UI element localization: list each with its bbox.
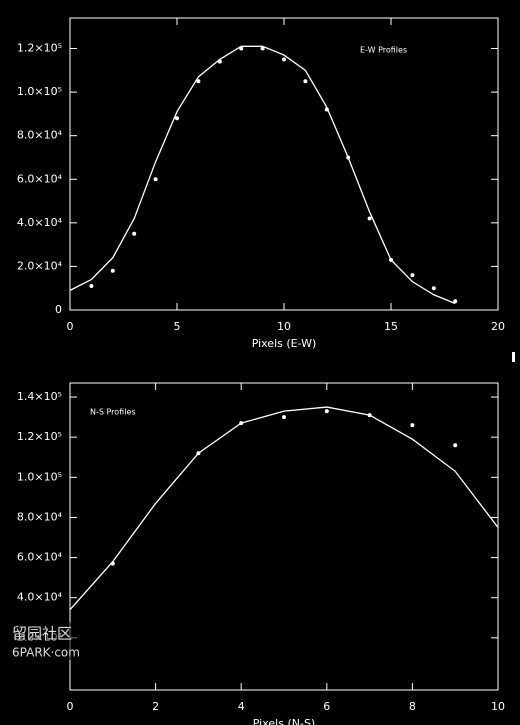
data-point	[89, 284, 94, 289]
x-tick-label: 2	[152, 700, 159, 713]
data-point	[431, 286, 436, 291]
watermark: 6PARK·com	[12, 646, 80, 660]
data-point	[324, 107, 329, 112]
y-tick-label: 1.4×10⁵	[17, 390, 62, 403]
y-tick-label: 6.0×10⁴	[17, 551, 63, 564]
data-point	[303, 79, 308, 84]
plot-frame	[69, 382, 499, 691]
annotation: E-W Profiles	[360, 46, 407, 55]
data-point	[217, 59, 222, 64]
y-tick-label: 6.0×10⁴	[17, 172, 63, 185]
y-tick-label: 2.0×10⁴	[17, 259, 63, 272]
data-point	[453, 299, 458, 304]
x-tick-label: 4	[238, 700, 245, 713]
x-tick-label: 20	[491, 320, 505, 333]
y-tick-label: 1.2×10⁵	[17, 430, 62, 443]
data-point	[324, 409, 329, 414]
x-tick-label: 6	[323, 700, 330, 713]
x-tick-label: 5	[174, 320, 181, 333]
data-point	[110, 561, 115, 566]
data-point	[282, 57, 286, 62]
data-point	[239, 421, 244, 426]
y-tick-label: 1.2×10⁵	[17, 42, 62, 55]
y-tick-label: 1.0×10⁵	[17, 85, 62, 98]
watermark-bg	[8, 622, 98, 660]
data-point	[110, 268, 115, 273]
y-tick-label: 4.0×10⁴	[17, 591, 63, 604]
y-tick-label: 4.0×10⁴	[17, 216, 63, 229]
y-tick-label: 1.0×10⁵	[17, 470, 62, 483]
data-point	[367, 413, 372, 418]
x-tick-label: 15	[384, 320, 398, 333]
data-point	[196, 79, 201, 84]
x-tick-label: 8	[409, 700, 416, 713]
x-tick-label: 0	[67, 320, 74, 333]
data-point	[367, 216, 372, 221]
x-axis-label: Pixels (N-S)	[253, 717, 315, 725]
y-tick-label: 8.0×10⁴	[17, 510, 63, 523]
data-point	[410, 273, 415, 278]
x-axis-label: Pixels (E-W)	[252, 337, 317, 350]
edge-mark	[512, 352, 515, 362]
x-tick-label: 0	[67, 700, 74, 713]
profile-line	[69, 406, 499, 611]
data-point	[132, 231, 137, 236]
data-point	[175, 116, 179, 121]
x-tick-label: 10	[491, 700, 505, 713]
data-point	[282, 415, 286, 420]
data-point	[453, 443, 458, 448]
y-tick-label: 0	[55, 303, 62, 316]
data-point	[153, 177, 158, 182]
data-point	[410, 423, 415, 428]
data-point	[196, 451, 201, 456]
data-point	[239, 46, 244, 51]
y-tick-label: 8.0×10⁴	[17, 129, 63, 142]
data-point	[389, 257, 393, 262]
annotation: N-S Profiles	[90, 408, 136, 417]
data-point	[346, 155, 351, 160]
x-tick-label: 10	[277, 320, 291, 333]
data-point	[260, 46, 265, 51]
watermark: 留园社区	[12, 625, 72, 643]
